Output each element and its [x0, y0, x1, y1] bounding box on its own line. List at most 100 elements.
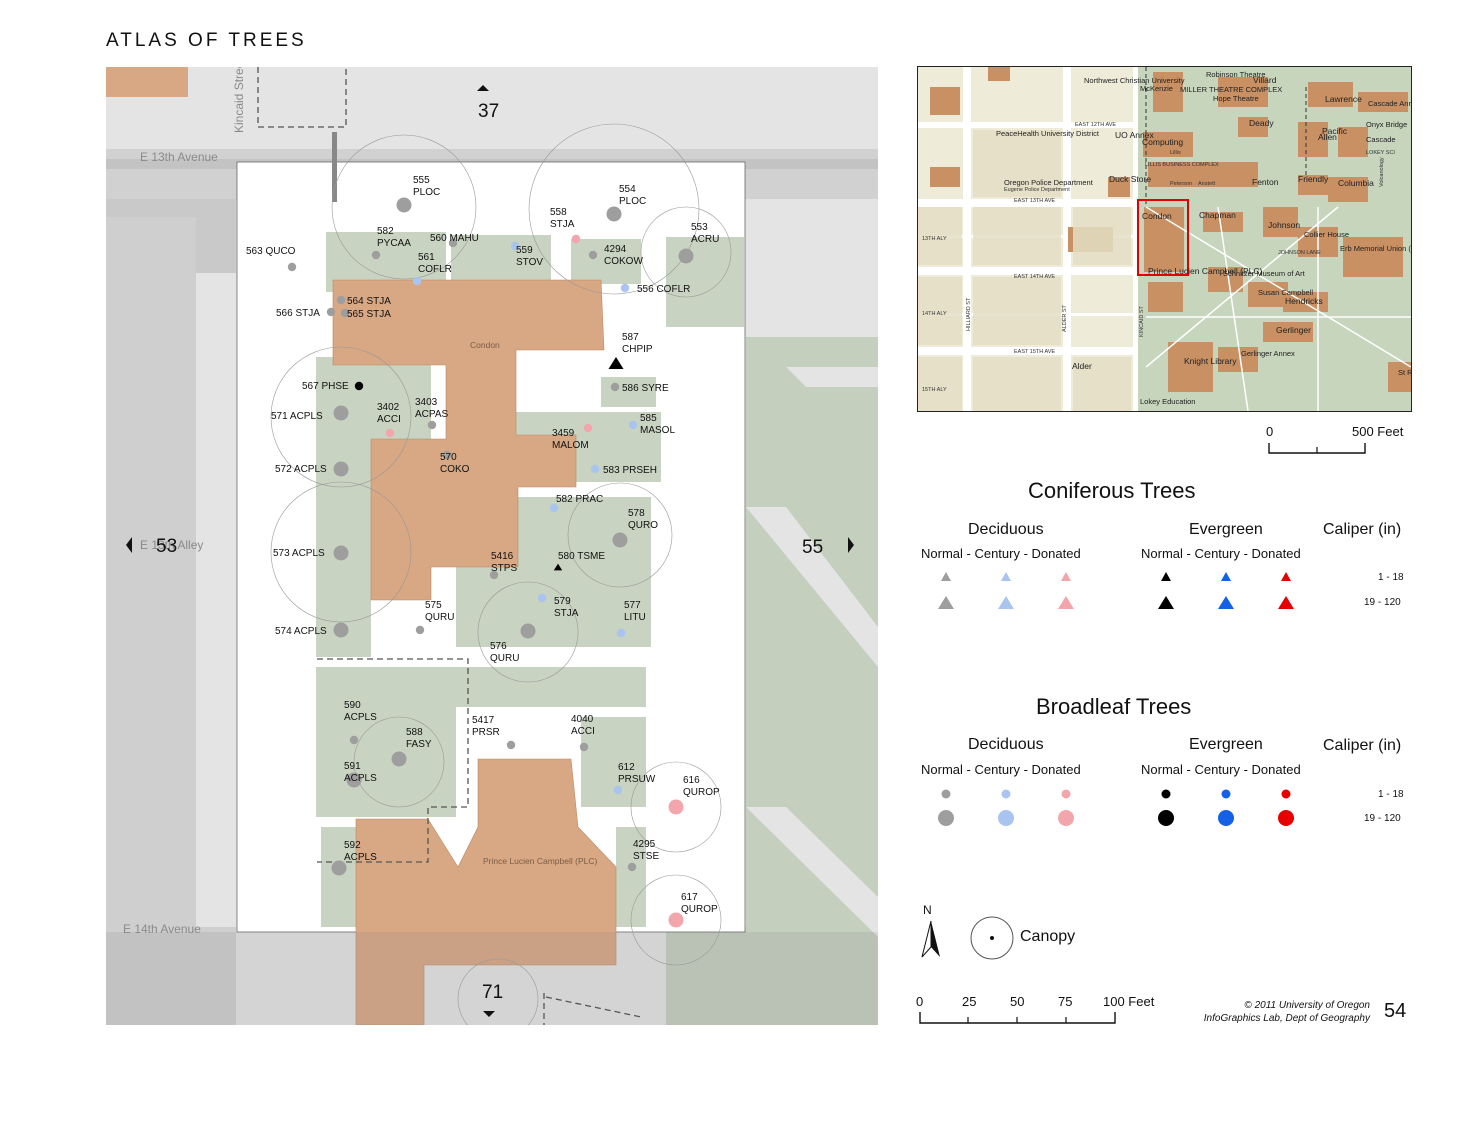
tree-marker-4295[interactable]: [627, 862, 637, 872]
inset-label-21: Eugene Police Department: [1004, 187, 1070, 193]
tree-marker-591[interactable]: [346, 772, 362, 788]
tree-label-583: 583 PRSEH: [603, 465, 657, 476]
tree-label-616: 616 QUROP: [683, 775, 720, 798]
tree-marker-571[interactable]: [333, 405, 349, 421]
inset-label-20: Oregon Police Department: [1004, 178, 1094, 187]
page-north-label: 37: [478, 101, 499, 122]
conifer-dec-normal-large: [938, 596, 954, 609]
main-map[interactable]: 555 PLOC 554 PLOC 558 STJA 553 ACRU 563 QUCO 582 P…: [106, 67, 878, 1025]
tree-marker-559[interactable]: [510, 241, 520, 251]
tree-label-561: 561 COFLR: [418, 252, 452, 275]
inset-label-44: ALDER ST: [1062, 304, 1068, 332]
legend-coniferous-deciduous: Deciduous: [968, 521, 1044, 538]
adjacent-page-west[interactable]: 53: [126, 536, 177, 557]
page-number: 54: [1384, 1000, 1407, 1022]
tree-label-582: 582 PRAC: [556, 494, 603, 505]
tree-marker-616[interactable]: [668, 799, 684, 815]
conifer-dec-donated-small: [1061, 572, 1071, 581]
inset-label-13: Deady: [1249, 118, 1274, 128]
tree-marker-553[interactable]: [678, 248, 694, 264]
tree-label-4295: 4295 STSE: [633, 839, 659, 862]
tree-marker-560[interactable]: [448, 238, 458, 248]
inset-label-16: Cascade: [1366, 135, 1396, 144]
adjacent-page-east[interactable]: 55: [802, 537, 854, 558]
north-label: N: [923, 903, 932, 917]
inset-label-42: 14TH ALY: [922, 311, 947, 317]
tree-marker-617[interactable]: [668, 912, 684, 928]
tree-label-586: 586 SYRE: [622, 383, 669, 394]
tree-label-560: 560 MAHU: [430, 233, 479, 244]
tree-label-585: 585 MASOL: [640, 413, 675, 436]
tree-marker-612[interactable]: [613, 785, 623, 795]
tree-marker-570[interactable]: [442, 450, 452, 460]
tree-marker-4040[interactable]: [579, 742, 589, 752]
legend-coniferous-caliper: Caliper (in): [1323, 521, 1402, 538]
tree-marker-5416[interactable]: [489, 570, 499, 580]
inset-label-38: Prince Lucien Campbell (PLC): [1148, 266, 1262, 276]
legend-broadleaf-caliper: Caliper (in): [1323, 737, 1402, 754]
tree-marker-582[interactable]: [549, 503, 559, 513]
tree-marker-583[interactable]: [590, 464, 600, 474]
tree-marker-580[interactable]: [553, 563, 563, 571]
inset-label-34: JOHNSON LANE: [1278, 250, 1321, 256]
tree-marker-3403[interactable]: [427, 420, 437, 430]
tree-marker-558[interactable]: [571, 234, 581, 244]
tree-marker-5417[interactable]: [506, 740, 516, 750]
inset-label-1: McKenzie: [1140, 84, 1173, 93]
tree-marker-575[interactable]: [415, 625, 425, 635]
tree-marker-561[interactable]: [412, 276, 422, 286]
inset-label-32: Johnson: [1268, 220, 1300, 230]
inset-label-48: Alder: [1072, 361, 1092, 371]
inset-locator-map[interactable]: Northwest Christian University McKenzie MI…: [917, 66, 1412, 412]
broadleaf-ev-century-large: [1218, 810, 1234, 826]
tree-marker-3459[interactable]: [583, 423, 593, 433]
tree-marker-566[interactable]: [326, 307, 336, 317]
building-label-condon: Condon: [470, 340, 500, 350]
inset-label-14: Allen: [1318, 132, 1337, 142]
inset-extent-box: [1137, 199, 1189, 276]
inset-label-24: Anstett: [1198, 181, 1216, 187]
tree-marker-578[interactable]: [612, 532, 628, 548]
tree-marker-4294[interactable]: [588, 250, 598, 260]
inset-label-3: Robinson Theatre: [1206, 70, 1265, 79]
adjacent-page-south[interactable]: 71: [482, 982, 503, 1017]
tree-label-567: 567 PHSE: [302, 381, 349, 392]
tree-marker-574[interactable]: [333, 622, 349, 638]
tree-marker-576[interactable]: [520, 623, 536, 639]
tree-marker-587[interactable]: [608, 357, 624, 369]
tree-marker-564[interactable]: [336, 295, 346, 305]
inset-label-33: Collier House: [1304, 230, 1349, 239]
tree-label-554: 554 PLOC: [619, 184, 646, 207]
tree-marker-554[interactable]: [606, 206, 622, 222]
conifer-ev-donated-small: [1281, 572, 1291, 581]
tree-marker-590[interactable]: [349, 735, 359, 745]
scale-label-50: 50: [1010, 994, 1025, 1009]
tree-marker-579[interactable]: [537, 593, 547, 603]
scale-label-0: 0: [916, 994, 924, 1009]
tree-marker-592[interactable]: [331, 860, 347, 876]
tree-marker-3402[interactable]: [385, 428, 395, 438]
tree-marker-585[interactable]: [628, 420, 638, 430]
tree-marker-577[interactable]: [616, 628, 626, 638]
tree-marker-588[interactable]: [391, 751, 407, 767]
tree-marker-582[interactable]: [371, 250, 381, 260]
broadleaf-ev-donated-small: [1281, 789, 1291, 799]
tree-label-565: 565 STJA: [347, 309, 391, 320]
tree-marker-563[interactable]: [287, 262, 297, 272]
adjacent-page-north[interactable]: 37: [477, 85, 499, 122]
tree-marker-567[interactable]: [354, 381, 364, 391]
conifer-ev-donated-large: [1278, 596, 1294, 609]
tree-marker-573[interactable]: [333, 545, 349, 561]
inset-scale-zero: 0: [1266, 424, 1274, 439]
tree-label-573: 573 ACPLS: [273, 548, 325, 559]
inset-label-10: EAST 12TH AVE: [1075, 122, 1116, 128]
tree-marker-555[interactable]: [396, 197, 412, 213]
tree-marker-565[interactable]: [340, 308, 350, 318]
tree-marker-586[interactable]: [610, 382, 620, 392]
tree-marker-556[interactable]: [620, 283, 630, 293]
tree-label-591: 591 ACPLS: [344, 761, 377, 784]
inset-label-6: Lawrence: [1325, 94, 1362, 104]
inset-label-46: Gerlinger: [1276, 325, 1311, 335]
legend-broadleaf-dec-sub: Normal - Century - Donated: [921, 762, 1081, 777]
tree-marker-572[interactable]: [333, 461, 349, 477]
